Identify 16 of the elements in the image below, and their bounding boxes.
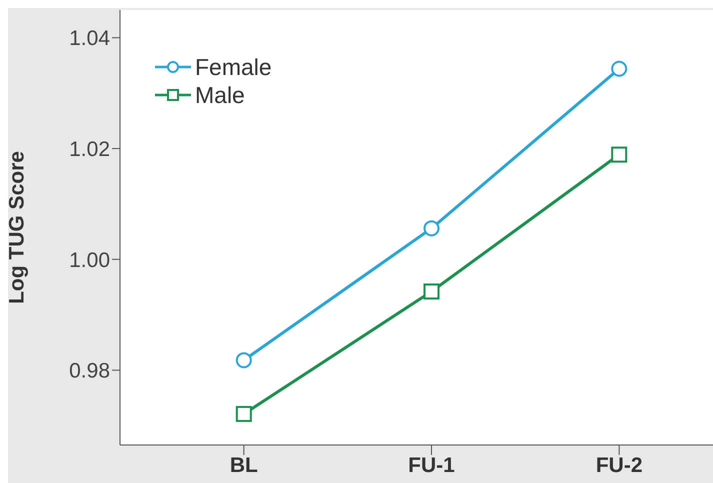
- x-tick-label: FU-1: [408, 454, 456, 477]
- point: [424, 220, 440, 236]
- x-tick-label: FU-2: [596, 454, 643, 477]
- y-tick-label: 1.02: [69, 138, 110, 161]
- point: [236, 406, 252, 422]
- x-tick-label: BL: [230, 454, 258, 477]
- point: [236, 352, 252, 368]
- legend-label: Male: [195, 82, 245, 108]
- y-axis-title: Log TUG Score: [5, 151, 28, 304]
- point: [424, 284, 440, 300]
- legend-label: Female: [195, 54, 272, 80]
- y-tick-label: 1.00: [69, 248, 110, 272]
- point: [611, 146, 628, 163]
- y-tick-label: 1.04: [69, 27, 110, 50]
- point: [611, 60, 628, 77]
- y-tick-label: 0.98: [69, 360, 110, 383]
